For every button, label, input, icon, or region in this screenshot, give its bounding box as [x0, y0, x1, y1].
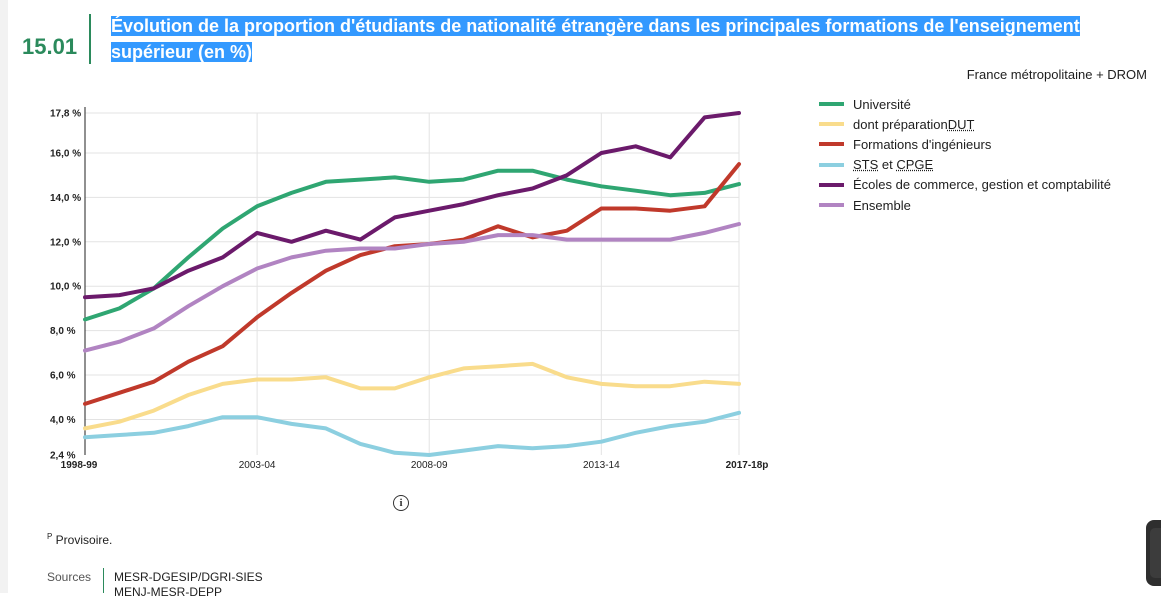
- line-chart: 2,4 %4,0 %6,0 %8,0 %10,0 %12,0 %14,0 %16…: [30, 96, 770, 476]
- legend-swatch: [819, 122, 844, 126]
- legend-item-ecoles-commerce[interactable]: Écoles de commerce, gestion et comptabil…: [819, 175, 1111, 195]
- legend-swatch: [819, 183, 844, 187]
- legend-swatch: [819, 102, 844, 106]
- y-tick-label: 12,0 %: [50, 237, 81, 248]
- legend-label: dont préparation: [853, 117, 948, 132]
- y-tick-label: 6,0 %: [50, 371, 76, 382]
- y-tick-label: 16,0 %: [50, 148, 81, 159]
- legend-abbr-cpge[interactable]: CPGE: [896, 157, 933, 172]
- x-tick-label: 2017-18p: [726, 460, 769, 471]
- legend-abbr-dut[interactable]: DUT: [948, 117, 975, 132]
- side-widget-inner: [1150, 528, 1161, 578]
- legend-label: Écoles de commerce, gestion et comptabil…: [853, 177, 1111, 192]
- footnote: P Provisoire.: [47, 532, 112, 547]
- sources-divider: [103, 568, 104, 593]
- x-tick-label: 2013-14: [583, 460, 620, 471]
- sources-label: Sources: [47, 570, 91, 584]
- series-line: [85, 364, 739, 429]
- legend-item-ensemble[interactable]: Ensemble: [819, 195, 1111, 215]
- y-tick-label: 17,8 %: [50, 109, 81, 120]
- footnote-text: Provisoire.: [52, 533, 112, 547]
- legend-item-universite[interactable]: Université: [819, 94, 1111, 114]
- title-divider: [89, 14, 91, 64]
- legend-label: Ensemble: [853, 198, 911, 213]
- legend-swatch: [819, 203, 844, 207]
- chart-title-text: Évolution de la proportion d'étudiants d…: [111, 16, 1080, 62]
- legend-abbr-sts[interactable]: STS: [853, 157, 878, 172]
- x-tick-label: 2003-04: [239, 460, 276, 471]
- info-icon[interactable]: i: [393, 495, 409, 511]
- legend-swatch: [819, 142, 844, 146]
- legend-item-ingenieurs[interactable]: Formations d'ingénieurs: [819, 134, 1111, 154]
- x-tick-label: 2008-09: [411, 460, 448, 471]
- series-line: [85, 164, 739, 404]
- legend-label: et: [878, 157, 896, 172]
- y-tick-label: 14,0 %: [50, 193, 81, 204]
- chart-title: Évolution de la proportion d'étudiants d…: [111, 13, 1121, 65]
- y-tick-label: 4,0 %: [50, 415, 76, 426]
- legend-swatch: [819, 163, 844, 167]
- legend-item-dut[interactable]: dont préparation DUT: [819, 114, 1111, 134]
- left-edge-strip: [0, 0, 8, 593]
- legend-label: Université: [853, 97, 911, 112]
- x-tick-label: 1998-99: [61, 460, 98, 471]
- series-line: [85, 224, 739, 351]
- legend-item-sts-cpge[interactable]: STS et CPGE: [819, 155, 1111, 175]
- series-line: [85, 113, 739, 297]
- chart-subtitle: France métropolitaine + DROM: [967, 67, 1147, 82]
- y-tick-label: 8,0 %: [50, 326, 76, 337]
- chart-legend: Université dont préparation DUT Formatio…: [819, 94, 1111, 215]
- chart-number: 15.01: [22, 34, 77, 60]
- legend-label: Formations d'ingénieurs: [853, 137, 991, 152]
- source-line: MESR-DGESIP/DGRI-SIES: [114, 570, 263, 584]
- y-tick-label: 10,0 %: [50, 282, 81, 293]
- source-line: MENJ-MESR-DEPP: [114, 585, 222, 599]
